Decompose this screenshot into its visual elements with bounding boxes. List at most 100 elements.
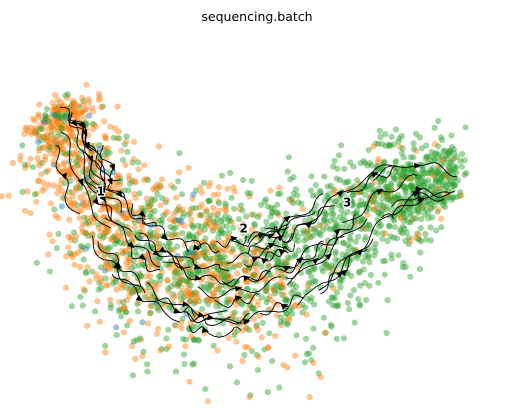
cell-point	[366, 282, 373, 289]
cell-point	[171, 274, 178, 281]
streamline-arrow	[311, 257, 319, 265]
cell-point	[213, 303, 220, 310]
cell-point	[122, 259, 130, 266]
cell-point	[265, 344, 272, 351]
cell-point	[218, 172, 225, 179]
cell-point	[453, 193, 460, 200]
cell-point	[243, 293, 250, 300]
cell-point	[216, 247, 223, 254]
cell-point	[384, 184, 391, 191]
cell-point	[223, 299, 230, 306]
cell-point	[24, 188, 31, 195]
cell-point	[158, 176, 166, 183]
cell-point	[157, 347, 164, 354]
cell-point	[47, 200, 55, 207]
cell-point	[207, 297, 214, 304]
streamline-arrow	[376, 189, 384, 195]
cell-point	[121, 187, 128, 194]
cell-point	[333, 175, 340, 182]
cell-point	[76, 263, 83, 271]
cell-point	[101, 118, 108, 125]
cell-point	[320, 217, 328, 224]
cell-point	[169, 231, 176, 238]
cell-point	[341, 199, 348, 206]
cell-point	[217, 261, 224, 268]
cell-point	[250, 262, 257, 269]
cell-point	[220, 262, 227, 269]
cell-point	[206, 216, 214, 223]
cell-point	[95, 158, 102, 165]
cell-point	[77, 194, 84, 201]
cell-point	[363, 208, 370, 215]
cell-point	[182, 277, 189, 284]
cell-point	[438, 224, 445, 231]
cell-point	[55, 121, 63, 128]
cell-point	[299, 205, 307, 213]
cell-point	[82, 230, 90, 237]
cell-point	[92, 308, 99, 315]
streamline-arrow	[268, 243, 276, 249]
cell-point	[52, 212, 59, 219]
cell-point	[304, 282, 312, 289]
cell-point	[434, 168, 441, 175]
cell-point	[412, 234, 419, 241]
cell-point	[419, 173, 426, 180]
cell-point	[325, 190, 332, 197]
cell-point	[36, 126, 43, 133]
cell-point	[96, 279, 103, 286]
cell-point	[271, 290, 279, 297]
cell-point	[177, 220, 184, 227]
cell-point	[263, 282, 270, 289]
cell-point	[330, 186, 337, 193]
cell-point	[408, 201, 415, 208]
cell-point	[438, 153, 445, 160]
cell-point	[52, 112, 59, 119]
cell-point	[107, 194, 114, 201]
cell-point	[405, 205, 413, 212]
cell-point	[76, 215, 83, 222]
cell-point	[458, 192, 465, 199]
cell-point	[178, 324, 185, 331]
cell-point	[256, 312, 263, 320]
cell-point	[158, 220, 165, 227]
cell-point	[371, 252, 378, 259]
cell-point	[396, 207, 403, 214]
cell-point	[275, 288, 282, 295]
cell-point	[308, 173, 315, 180]
cell-point	[450, 169, 457, 176]
velocity-streamlines	[55, 106, 457, 338]
cell-point	[176, 150, 183, 157]
cell-point	[216, 184, 223, 191]
cell-point	[183, 287, 190, 295]
cell-point	[321, 214, 328, 221]
cell-point	[304, 295, 311, 302]
cell-point	[347, 292, 354, 299]
cell-point	[401, 207, 408, 214]
cell-point	[278, 284, 285, 291]
cell-point	[121, 240, 128, 247]
cell-point	[178, 284, 185, 291]
cell-point	[57, 181, 64, 188]
cell-point	[399, 173, 406, 180]
cell-point	[187, 282, 194, 289]
cell-point	[435, 157, 442, 164]
cell-point	[62, 92, 69, 99]
cell-point	[250, 316, 257, 323]
cell-point	[81, 107, 89, 114]
cell-point	[300, 227, 307, 234]
cell-point	[113, 332, 120, 339]
cell-point	[452, 163, 460, 170]
cell-point	[323, 261, 330, 268]
cell-point	[66, 250, 73, 257]
cell-point	[176, 207, 183, 214]
cell-point	[50, 125, 58, 132]
cell-point	[212, 286, 219, 293]
cell-point	[72, 151, 79, 158]
cell-point	[287, 307, 294, 314]
cell-point	[102, 135, 109, 142]
cell-point	[374, 209, 382, 216]
cell-point	[187, 210, 194, 217]
cell-point	[57, 124, 64, 131]
cell-point	[402, 263, 409, 270]
cell-point	[356, 180, 363, 187]
